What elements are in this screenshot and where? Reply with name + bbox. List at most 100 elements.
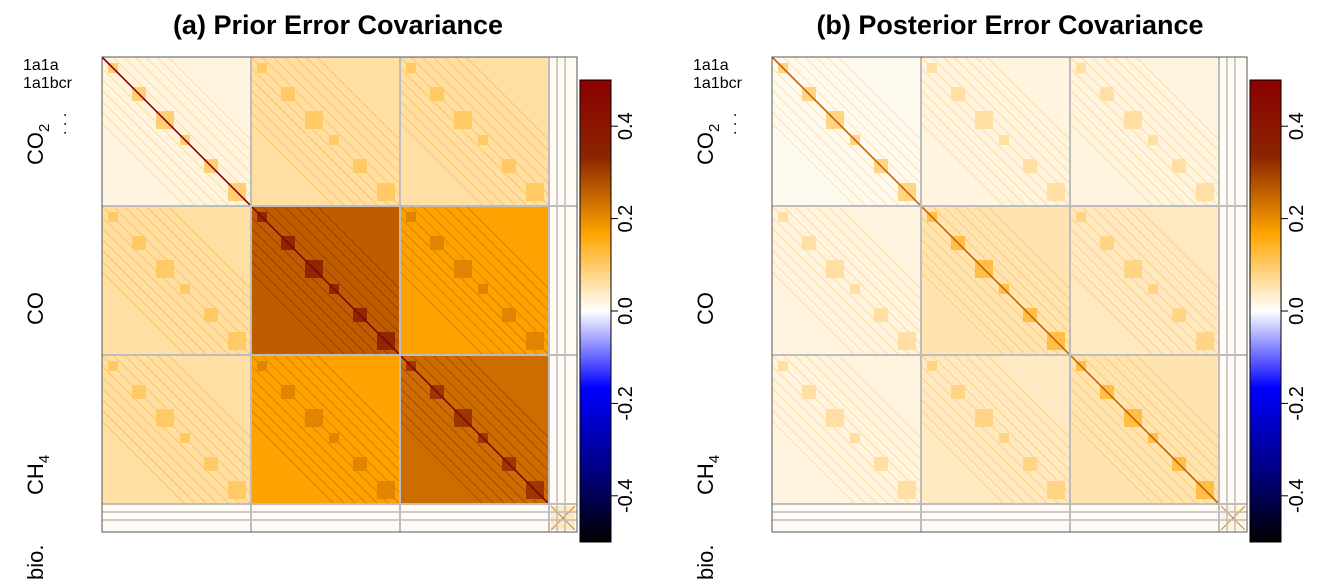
group-label-bio: bio. <box>693 545 718 580</box>
texture-line <box>454 56 550 152</box>
texture-line <box>399 56 550 207</box>
texture-line <box>101 89 219 207</box>
texture-line <box>101 376 230 505</box>
texture-line <box>1113 56 1220 163</box>
texture-line <box>250 260 346 356</box>
block-cell <box>1023 457 1037 471</box>
texture-line <box>920 420 1005 505</box>
texture-line <box>156 354 252 450</box>
texture-line <box>443 56 550 163</box>
texture-line <box>156 205 252 301</box>
colorbar-tick-label: -0.2 <box>615 386 637 420</box>
texture-line <box>250 420 335 505</box>
texture-line <box>1069 409 1165 505</box>
texture-line <box>432 354 550 472</box>
texture-line <box>123 56 252 185</box>
block-texture <box>771 205 922 356</box>
row-label-1a1a: 1a1a <box>23 57 59 74</box>
texture-line <box>250 67 390 207</box>
block-cell <box>454 260 472 278</box>
heatmap-border <box>101 56 578 533</box>
block-cell <box>478 284 488 294</box>
texture-line <box>167 354 252 439</box>
texture-line <box>771 227 900 356</box>
block-cell <box>502 308 516 322</box>
texture-line <box>454 354 550 450</box>
block-cell <box>1100 236 1114 250</box>
chart-title: (a) Prior Error Covariance <box>173 10 503 40</box>
texture-line <box>920 398 1027 505</box>
texture-line <box>953 56 1071 174</box>
block-cell <box>1148 135 1158 145</box>
block-texture <box>920 354 1071 505</box>
texture-line <box>145 56 252 163</box>
texture-line <box>1113 354 1220 461</box>
texture-line <box>421 354 550 483</box>
texture-line <box>250 100 357 207</box>
texture-line <box>305 56 401 152</box>
block-texture <box>399 56 550 207</box>
texture-line <box>920 387 1038 505</box>
block-cell <box>454 111 472 129</box>
block-cell <box>778 361 788 371</box>
colorbar-tick-label: 0.2 <box>1286 205 1308 233</box>
texture-line <box>101 216 241 356</box>
texture-line <box>101 122 186 207</box>
texture-line <box>399 216 539 356</box>
texture-line <box>1069 89 1187 207</box>
texture-line <box>1069 420 1154 505</box>
block-cell <box>826 409 844 427</box>
texture-line <box>250 78 379 207</box>
block-cell <box>108 212 118 222</box>
colorbar-tick-label: -0.2 <box>1286 386 1308 420</box>
block-cell <box>257 63 267 73</box>
texture-line <box>782 205 922 345</box>
texture-line <box>771 260 867 356</box>
texture-line <box>1069 376 1198 505</box>
texture-line <box>1113 205 1220 312</box>
block-cell <box>228 481 246 499</box>
block-texture <box>1069 205 1220 356</box>
row-labels-prior: 1a1a 1a1bcr . . . CO2 CO CH4 bio. <box>23 57 73 580</box>
texture-line <box>1069 365 1209 505</box>
texture-line <box>421 205 550 334</box>
texture-line <box>250 409 346 505</box>
texture-line <box>986 354 1071 439</box>
texture-line <box>1091 354 1220 483</box>
main-diagonal <box>101 56 550 505</box>
texture-line <box>1069 227 1198 356</box>
texture-line <box>920 56 1071 207</box>
texture-line <box>432 205 550 323</box>
texture-line <box>101 387 219 505</box>
texture-line <box>465 354 550 439</box>
texture-line <box>283 205 401 323</box>
texture-line <box>112 354 252 494</box>
colorbar-gradient <box>1249 79 1282 543</box>
colorbar-tick-label: 0.4 <box>615 112 637 140</box>
texture-line <box>101 398 208 505</box>
block-cell <box>305 111 323 129</box>
block-texture <box>399 205 550 356</box>
block-cell <box>1172 308 1186 322</box>
panel-posterior-error-covariance: (b) Posterior Error Covariance 1a1a 1a1b… <box>693 10 1308 580</box>
texture-line <box>771 89 889 207</box>
block-cell <box>874 457 888 471</box>
texture-line <box>112 205 252 345</box>
texture-line <box>771 78 900 207</box>
block-cell <box>850 433 860 443</box>
heatmap-posterior <box>771 56 1248 533</box>
texture-line <box>399 111 495 207</box>
texture-line <box>771 122 856 207</box>
texture-line <box>399 238 517 356</box>
block-cell <box>430 236 444 250</box>
texture-line <box>804 205 922 323</box>
texture-line <box>920 354 1071 505</box>
texture-line <box>771 365 911 505</box>
colorbar-tick-label: 0.0 <box>1286 297 1308 325</box>
texture-line <box>443 205 550 312</box>
texture-line <box>942 56 1071 185</box>
texture-line <box>465 56 550 141</box>
texture-line <box>1069 271 1154 356</box>
chart-title: (b) Posterior Error Covariance <box>816 10 1203 40</box>
